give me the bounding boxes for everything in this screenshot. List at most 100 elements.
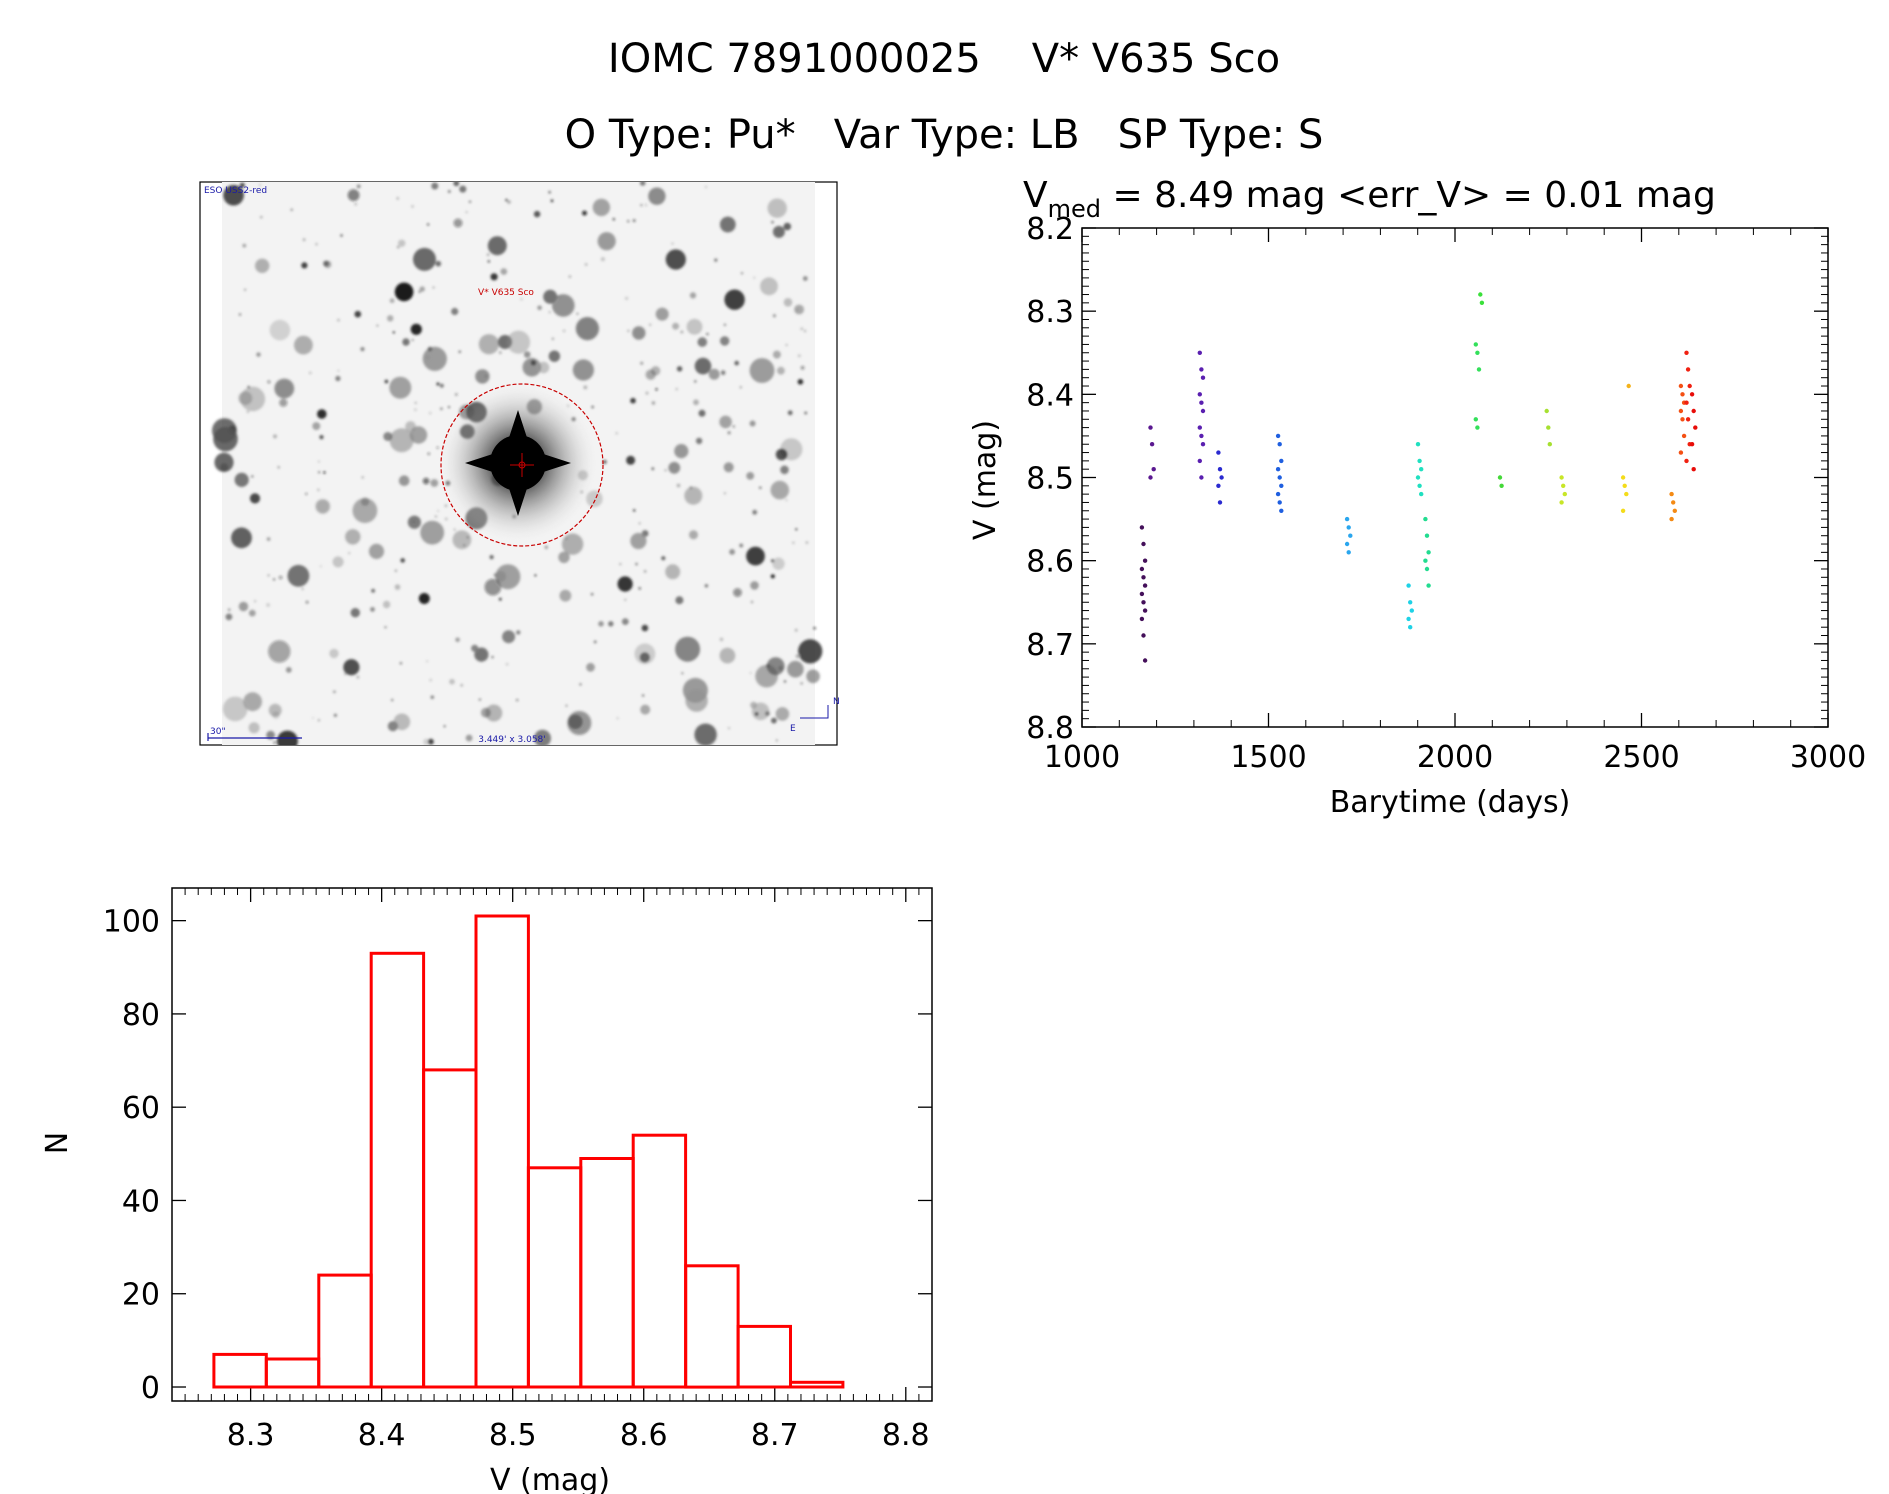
light-curve-title-rest: = 8.49 mag <err_V> = 0.01 mag — [1101, 175, 1716, 216]
field-star — [429, 679, 432, 682]
field-star — [772, 557, 785, 570]
field-star — [422, 346, 447, 371]
field-star — [772, 350, 781, 359]
light-curve-point — [1620, 508, 1626, 513]
field-star — [486, 253, 490, 256]
field-star — [746, 472, 755, 480]
field-star — [551, 337, 555, 340]
field-star — [455, 393, 458, 396]
field-star — [420, 520, 445, 545]
field-star — [425, 354, 431, 361]
light-curve-point — [1680, 392, 1685, 397]
field-star — [302, 238, 306, 242]
light-curve-point — [1473, 417, 1479, 422]
field-star — [371, 588, 375, 593]
light-curve-point — [1279, 458, 1284, 464]
field-star — [410, 323, 422, 335]
light-curve-point — [1685, 417, 1691, 422]
field-star — [714, 258, 718, 262]
field-star — [770, 574, 775, 579]
field-star — [567, 711, 592, 735]
field-star — [246, 410, 249, 413]
field-star — [520, 298, 523, 301]
target-star — [278, 305, 778, 725]
field-star — [617, 576, 633, 592]
field-star — [681, 672, 684, 675]
field-star — [671, 242, 674, 245]
field-star — [220, 463, 229, 472]
histogram-x-tick-label: 8.5 — [489, 1418, 537, 1453]
field-star — [655, 388, 658, 391]
field-star — [277, 466, 280, 469]
field-star — [694, 357, 712, 375]
field-star — [787, 660, 804, 678]
field-star — [340, 234, 343, 237]
field-star — [273, 434, 277, 439]
field-star — [389, 428, 414, 453]
light-curve-point — [1406, 616, 1411, 622]
field-star — [474, 647, 489, 662]
field-star — [498, 597, 502, 601]
field-star — [592, 198, 611, 217]
field-star — [752, 509, 758, 515]
field-star — [672, 322, 680, 330]
field-star — [750, 581, 759, 590]
light-curve-frame — [1081, 227, 1829, 728]
field-star — [644, 570, 647, 573]
field-star — [586, 662, 595, 672]
histogram-bar — [579, 1157, 635, 1389]
field-star — [665, 564, 681, 580]
light-curve-point — [1200, 442, 1206, 447]
field-star — [319, 435, 324, 440]
field-star — [635, 562, 638, 566]
light-curve-point — [1217, 467, 1223, 472]
light-curve-point — [1406, 583, 1411, 588]
field-star — [491, 656, 494, 659]
target-reticle — [440, 383, 604, 547]
field-star — [608, 621, 614, 627]
light-curve-point — [1687, 383, 1692, 389]
field-star — [723, 492, 726, 495]
light-curve-point — [1216, 450, 1221, 455]
light-curve-y-tick-label: 8.7 — [1026, 628, 1074, 663]
light-curve-point — [1689, 392, 1695, 397]
field-star — [475, 369, 490, 384]
light-curve-point — [1423, 558, 1428, 563]
field-star — [593, 640, 597, 644]
field-star — [624, 598, 627, 601]
field-star — [612, 218, 615, 221]
field-star — [590, 592, 594, 596]
light-curve-point — [1346, 525, 1351, 530]
light-curve-point — [1197, 425, 1203, 430]
light-curve-x-tick-label: 3000 — [1790, 740, 1866, 775]
field-star — [644, 204, 647, 206]
field-star — [368, 543, 385, 560]
field-star — [305, 600, 309, 604]
field-star — [458, 350, 461, 353]
field-star — [600, 257, 606, 262]
field-star — [777, 366, 785, 375]
light-curve-point — [1419, 491, 1424, 497]
field-star — [396, 197, 399, 200]
histogram-ylabel: N — [40, 1132, 75, 1154]
field-star — [584, 263, 588, 266]
field-star — [798, 639, 823, 664]
field-star — [240, 386, 266, 412]
light-curve-point — [1277, 475, 1282, 480]
field-star — [746, 546, 765, 566]
light-curve-point — [1217, 500, 1223, 505]
field-star — [706, 333, 709, 336]
field-star — [435, 260, 442, 267]
field-star — [274, 378, 295, 399]
light-curve-point — [1671, 500, 1676, 505]
field-star — [222, 696, 248, 722]
field-star — [356, 184, 361, 189]
light-curve-point — [1142, 558, 1148, 563]
histogram-x-tick-label: 8.3 — [227, 1418, 275, 1453]
field-star — [500, 268, 508, 275]
field-star — [225, 613, 233, 621]
light-curve-y-tick-label: 8.5 — [1026, 462, 1074, 497]
field-star — [651, 401, 656, 405]
light-curve-point — [1475, 425, 1480, 430]
light-curve-point — [1684, 400, 1689, 405]
